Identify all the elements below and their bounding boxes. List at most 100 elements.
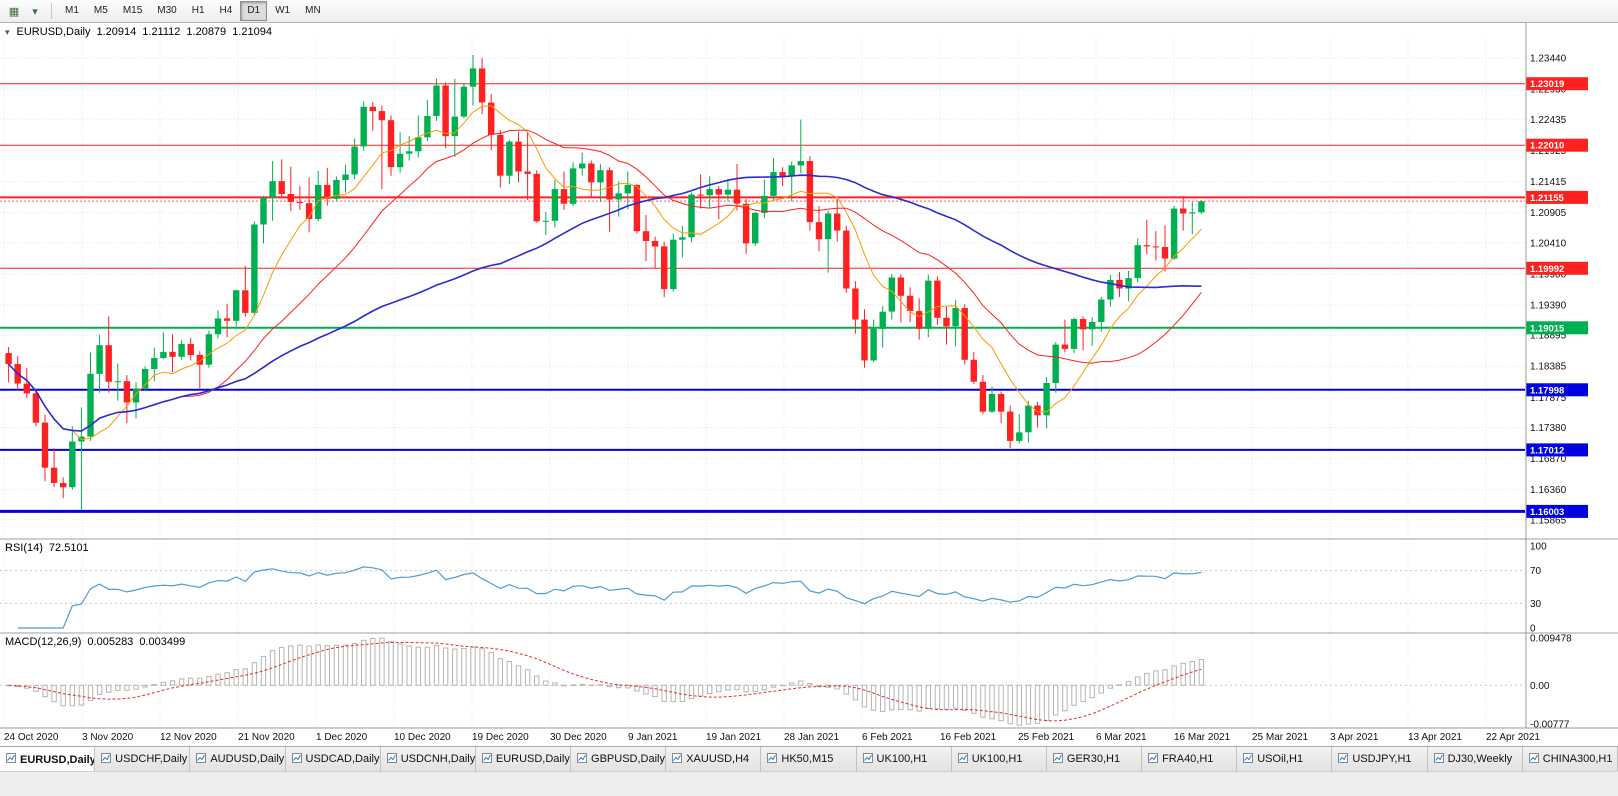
chart-tab-label: CHINA300,H1 [1542,753,1613,765]
svg-text:1.20905: 1.20905 [1530,208,1567,219]
svg-text:1.18895: 1.18895 [1530,331,1567,342]
svg-text:28 Jan 2021: 28 Jan 2021 [784,732,839,743]
svg-text:1.23019: 1.23019 [1530,79,1564,90]
chart-open-value: 1.20914 [96,26,137,38]
svg-text:1.17875: 1.17875 [1530,393,1567,404]
svg-text:25 Feb 2021: 25 Feb 2021 [1018,732,1075,743]
timeframe-button-m5[interactable]: M5 [87,1,115,21]
chart-tab-xauusd-h4[interactable]: XAUUSD,H4 [666,747,762,771]
timeframe-button-d1[interactable]: D1 [240,1,268,21]
chart-tab-icon [101,752,112,766]
status-bar [0,771,1618,796]
chart-tab-icon [196,752,207,766]
svg-text:70: 70 [1530,566,1542,577]
chart-tab-eurusd-daily[interactable]: EURUSD,Daily [0,747,96,771]
chart-tab-label: FRA40,H1 [1162,753,1214,765]
chart-dropdown-icon[interactable]: ▾ [32,5,38,18]
svg-text:1.16360: 1.16360 [1530,485,1567,496]
macd-signal-value: 0.003499 [139,636,186,648]
chart-tab-usdcnh-daily[interactable]: USDCNH,Daily [380,747,476,771]
chart-tab-usdjpy-h1[interactable]: USDJPY,H1 [1332,747,1428,771]
timeframe-toolbar: ▦ ▾ M1 M5 M15 M30 H1 H4 D1 W1 MN [0,0,1618,23]
svg-text:22 Apr 2021: 22 Apr 2021 [1486,732,1540,743]
timeframe-button-m15[interactable]: M15 [116,1,149,21]
charts-menu-icon[interactable]: ▦ [8,5,20,18]
chart-canvas[interactable]: 1.234401.229301.224351.219251.214151.209… [0,23,1618,746]
chart-high-value: 1.21112 [142,26,181,38]
svg-text:1 Dec 2020: 1 Dec 2020 [316,732,368,743]
timeframe-button-h1[interactable]: H1 [185,1,212,21]
ma-line-20 [8,129,1202,432]
chart-tab-label: USDCNH,Daily [400,753,476,765]
svg-text:16 Mar 2021: 16 Mar 2021 [1174,732,1231,743]
chart-tab-label: UK100,H1 [971,753,1023,765]
chart-tab-usoil-h1[interactable]: USOil,H1 [1237,747,1333,771]
svg-text:24 Oct 2020: 24 Oct 2020 [4,732,59,743]
chart-tab-uk100-h1[interactable]: UK100,H1 [951,747,1047,771]
price-axis: 1.234401.229301.224351.219251.214151.209… [0,54,1567,526]
chart-tab-label: USOil,H1 [1257,753,1304,765]
chart-tab-uk100-h1[interactable]: UK100,H1 [856,747,952,771]
chart-window: 1.234401.229301.224351.219251.214151.209… [0,23,1618,746]
svg-text:1.17012: 1.17012 [1530,445,1564,456]
timeframe-button-m30[interactable]: M30 [150,1,183,21]
chart-tab-usdcad-daily[interactable]: USDCAD,Daily [285,747,381,771]
svg-text:1.15865: 1.15865 [1530,515,1567,526]
chart-low-value: 1.20879 [186,26,227,38]
svg-text:1.19900: 1.19900 [1530,269,1567,280]
chart-tab-icon [1433,752,1444,766]
svg-text:1.21155: 1.21155 [1530,193,1565,204]
chart-tab-label: EURUSD,Daily [20,753,96,766]
chart-collapse-icon[interactable]: ▾ [5,26,10,37]
chart-tab-usdchf-daily[interactable]: USDCHF,Daily [95,747,191,771]
timeframe-button-mn[interactable]: MN [298,1,328,21]
chart-tab-icon [957,752,968,766]
timeframe-button-m1[interactable]: M1 [58,1,86,21]
rsi-label: RSI(14) [5,542,43,554]
chart-tab-hk50-m15[interactable]: HK50,M15 [761,747,857,771]
chart-tab-china300-h1[interactable]: CHINA300,H1 [1522,747,1618,771]
toolbar-separator [51,3,52,19]
svg-text:30 Dec 2020: 30 Dec 2020 [550,732,607,743]
chart-tab-gbpusd-daily[interactable]: GBPUSD,Daily [571,747,667,771]
svg-text:30: 30 [1530,599,1542,610]
ma-line-8 [8,105,1202,441]
chart-tab-label: EURUSD,Daily [495,753,570,765]
rsi-value: 72.5101 [48,542,89,554]
candles [5,55,1205,510]
svg-text:3 Nov 2020: 3 Nov 2020 [82,732,134,743]
chart-ohlc-title: ▾ EURUSD,Daily 1.20914 1.21112 1.20879 1… [5,26,272,38]
svg-text:1.16003: 1.16003 [1530,507,1564,518]
svg-text:1.19015: 1.19015 [1530,323,1565,334]
chart-tab-dj30-weekly[interactable]: DJ30,Weekly [1427,747,1523,771]
chart-tab-icon [1528,752,1539,766]
macd-signal-line [8,641,1202,722]
chart-tab-label: HK50,M15 [781,753,834,765]
svg-text:1.17380: 1.17380 [1530,423,1567,434]
chart-tab-fra40-h1[interactable]: FRA40,H1 [1142,747,1238,771]
timeframe-button-h4[interactable]: H4 [213,1,240,21]
price-tags: 1.23019 1.22010 1.21155 1.19992 1.19015 1.179… [1526,77,1588,518]
svg-text:13 Apr 2021: 13 Apr 2021 [1408,732,1462,743]
macd-title: MACD(12,26,9) 0.005283 0.003499 [5,636,185,648]
svg-text:0.00: 0.00 [1530,681,1550,692]
chart-tab-label: XAUUSD,H4 [686,753,750,765]
horizontal-lines [0,83,1525,513]
rsi-title: RSI(14) 72.5101 [5,542,89,554]
chart-close-value: 1.21094 [232,26,272,38]
chart-tab-icon [767,752,778,766]
svg-text:1.22435: 1.22435 [1530,115,1567,126]
chart-tab-icon [1243,752,1254,766]
chart-tab-ger30-h1[interactable]: GER30,H1 [1046,747,1143,771]
svg-text:21 Nov 2020: 21 Nov 2020 [238,732,295,743]
macd-histogram [5,637,1205,726]
svg-text:1.21415: 1.21415 [1530,177,1567,188]
chart-tab-eurusd-daily[interactable]: EURUSD,Daily [475,747,572,771]
chart-tab-icon [577,752,588,766]
chart-tab-label: USDCAD,Daily [305,753,380,765]
svg-text:-0.00777: -0.00777 [1530,720,1570,731]
timeframe-button-w1[interactable]: W1 [268,1,297,21]
svg-text:6 Mar 2021: 6 Mar 2021 [1096,732,1147,743]
chart-tab-audusd-daily[interactable]: AUDUSD,Daily [190,747,286,771]
chart-tab-icon [386,752,397,766]
